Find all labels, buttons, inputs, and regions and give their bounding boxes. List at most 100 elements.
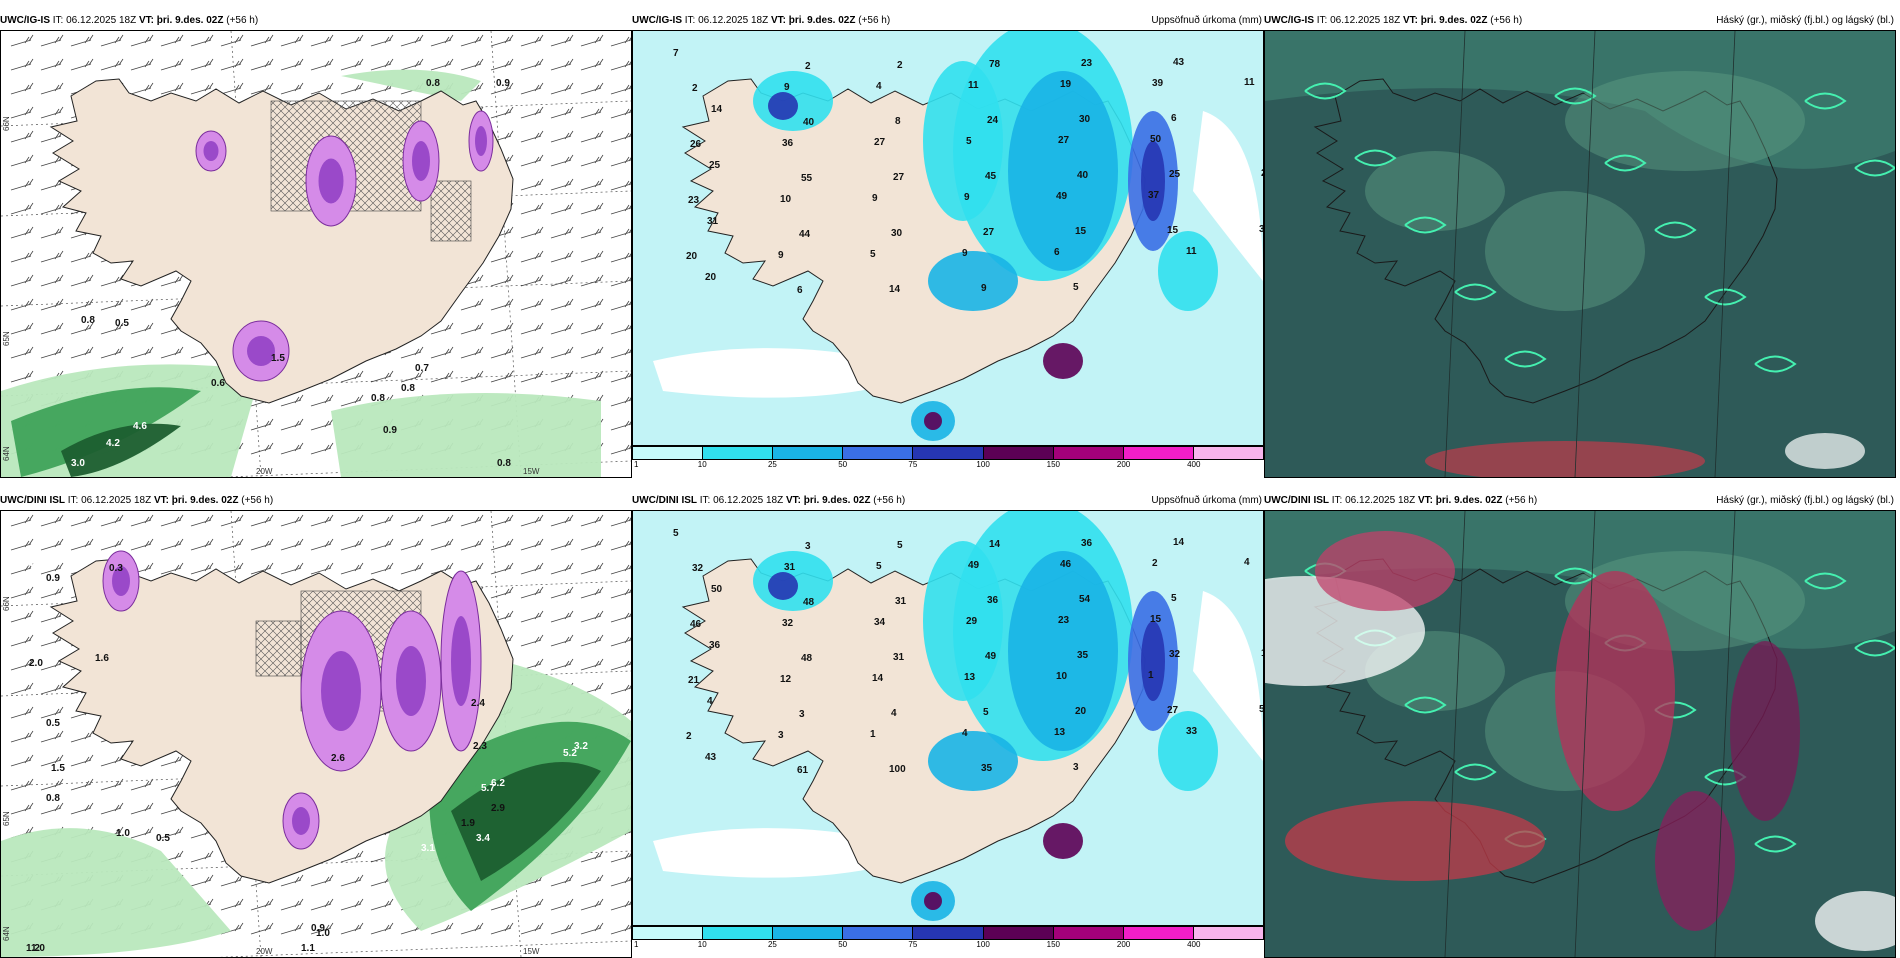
lat-label: 65N [2, 811, 11, 826]
wind-barb [550, 226, 574, 239]
gust-label: 0.9 [383, 425, 397, 436]
wind-barb [370, 562, 394, 575]
precip-label: 35 [1077, 650, 1089, 661]
colorbar-tick-label: 10 [697, 460, 707, 469]
precip-label: 20 [686, 251, 698, 262]
valid-time: þri. 9.des. 02Z [788, 15, 856, 26]
map-precip[interactable]: 7227823439294111939111440824306282636275… [632, 30, 1264, 446]
wind-barb [10, 514, 34, 527]
wind-barb [100, 778, 124, 791]
colorbar-segment [1053, 447, 1124, 459]
wind-barb [550, 658, 574, 671]
wind-barb [610, 228, 631, 239]
colorbar-tick-label: 200 [1116, 460, 1131, 469]
wind-barb [220, 874, 244, 887]
wind-barb [310, 82, 334, 95]
wind-barb [520, 346, 544, 359]
wind-barb [520, 202, 544, 215]
precip-colorbar [632, 446, 1264, 460]
wind-barb [580, 874, 604, 887]
wind-barb [130, 298, 154, 311]
wind-barb [310, 922, 334, 935]
wind-barb [100, 298, 124, 311]
gust-label: 3.2 [574, 741, 588, 752]
wind-barb [520, 514, 544, 527]
wind-barb [70, 730, 94, 743]
wind-barb [100, 274, 124, 287]
wind-barb [610, 876, 631, 887]
wind-barb [10, 634, 34, 647]
wind-barb [340, 922, 364, 935]
precip-label: 3 [778, 730, 784, 741]
wind-barb [580, 586, 604, 599]
wind-barb [160, 514, 184, 527]
init-time: IT: 06.12.2025 18Z [699, 495, 784, 506]
wind-barb [370, 514, 394, 527]
wind-barb [580, 130, 604, 143]
precip-label: 36 [782, 138, 794, 149]
model-name: UWC/IG-IS [1264, 15, 1314, 26]
wind-barb [610, 372, 631, 383]
map-wind[interactable]: 0.8 0.9 0.5 0.8 3.3 4.6 4.2 3.0 0.7 0.8 0.9 0.8 0.6 1… [0, 30, 632, 478]
colorbar-segment [703, 447, 774, 459]
wind-barb [10, 346, 34, 359]
wind-barb [610, 564, 631, 575]
wind-barb [250, 562, 274, 575]
map-clouds[interactable] [1264, 30, 1896, 478]
gust-label: 6.2 [491, 778, 505, 789]
precip-label: 15 [1075, 226, 1087, 237]
precip-label: 5 [673, 528, 679, 539]
colorbar-segment [983, 927, 1054, 939]
wind-barb [280, 418, 304, 431]
precip-label: 21 [688, 675, 700, 686]
wind-barb [610, 396, 631, 407]
precip-map-canvas: 5351436141132315494624504831365455846323… [653, 511, 1263, 921]
lon-label: 20W [256, 947, 273, 956]
wind-barb [550, 538, 574, 551]
vt-label: VT: [138, 15, 154, 26]
wind-barb [280, 898, 304, 911]
precip-label: 50 [1150, 134, 1162, 145]
map-precip[interactable]: 5351436141132315494624504831365455846323… [632, 510, 1264, 926]
wind-barb [190, 82, 214, 95]
wind-barb [520, 250, 544, 263]
precip-label: 100 [889, 764, 906, 775]
wind-barb [40, 322, 64, 335]
precip-label: 14 [1173, 537, 1185, 548]
wind-barb [10, 298, 34, 311]
precip-label: 4 [962, 728, 968, 739]
panel-precip-top: UWC/IG-IS IT: 06.12.2025 18Z VT: þri. 9.… [632, 12, 1264, 469]
precip-label: 5 [1073, 282, 1079, 293]
wind-barb [40, 682, 64, 695]
gust-label: 3.4 [476, 833, 490, 844]
precip-colorbar [632, 926, 1264, 940]
colorbar-segment [913, 447, 984, 459]
map-clouds[interactable] [1264, 510, 1896, 958]
wind-barb [520, 538, 544, 551]
panel-title: Háský (gr.), miðský (fj.bl.) og lágský (… [1716, 15, 1894, 26]
gust-label: 2.3 [473, 741, 487, 752]
precip-label: 55 [801, 173, 813, 184]
precip-label: 25 [709, 160, 721, 171]
wind-barb [520, 226, 544, 239]
gust-label: 1.9 [461, 818, 475, 829]
wind-barb [580, 106, 604, 119]
gust-label: 0.8 [46, 793, 60, 804]
wind-barb [160, 538, 184, 551]
wind-barb [40, 802, 64, 815]
precip-label: 15 [1261, 648, 1263, 659]
wind-barb [400, 58, 424, 71]
precip-label: 9 [872, 193, 878, 204]
wind-barb [430, 514, 454, 527]
lon-label: 20W [256, 467, 273, 476]
map-wind[interactable]: 0.9 3.7 0.3 2.0 1.6 0.5 1.5 2.6 2.4 2.3 5.2 3.2 5.7 6… [0, 510, 632, 958]
precip-label: 28 [1261, 168, 1263, 179]
precip-label: 11 [1244, 77, 1255, 88]
wind-barb [130, 538, 154, 551]
wind-barb [430, 538, 454, 551]
wind-barb [10, 538, 34, 551]
precip-label: 24 [987, 115, 999, 126]
wind-barb [520, 298, 544, 311]
valid-time: þri. 9.des. 02Z [156, 15, 224, 26]
gust-label: 1.0 [116, 828, 130, 839]
